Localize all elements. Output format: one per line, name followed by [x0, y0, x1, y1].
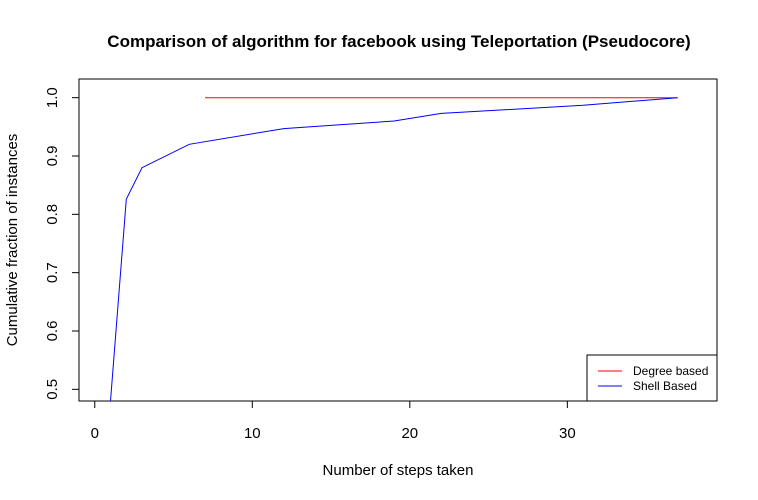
- y-axis-label: Cumulative fraction of instances: [4, 134, 21, 347]
- plot-frame: [78, 78, 718, 402]
- x-axis: 0 10 20 30: [91, 400, 576, 442]
- y-tick-label: 0.8: [44, 204, 61, 225]
- x-axis-label: Number of steps taken: [323, 462, 474, 479]
- legend-label: Degree based: [633, 364, 708, 378]
- legend-label: Shell Based: [633, 379, 697, 393]
- x-tick-label: 10: [244, 425, 261, 442]
- series-line-shell-based: [110, 97, 678, 402]
- y-tick-label: 0.6: [44, 321, 61, 342]
- y-tick-label: 0.7: [44, 262, 61, 283]
- series-layer: [110, 97, 678, 402]
- y-tick-label: 0.5: [44, 379, 61, 400]
- y-tick-label: 0.9: [44, 146, 61, 167]
- y-tick-label: 1.0: [44, 87, 61, 108]
- legend-box: [586, 354, 718, 402]
- y-axis: 0.5 0.6 0.7 0.8 0.9 1.0: [44, 87, 80, 400]
- chart-title: Comparison of algorithm for facebook usi…: [107, 32, 690, 51]
- x-tick-label: 30: [559, 425, 576, 442]
- x-tick-label: 0: [91, 425, 99, 442]
- x-tick-label: 20: [401, 425, 418, 442]
